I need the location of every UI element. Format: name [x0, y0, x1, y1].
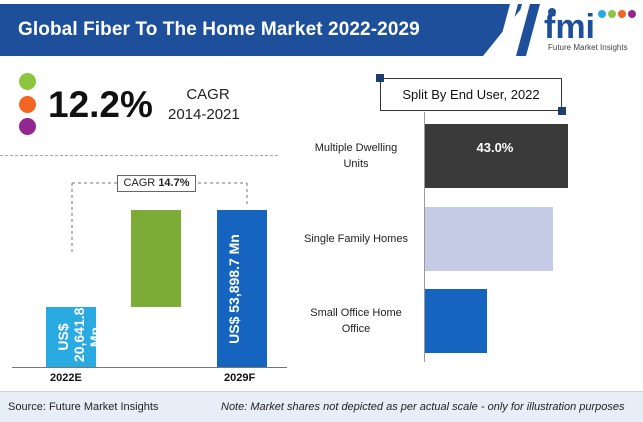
title-corner-decoration [558, 107, 566, 115]
bar-value-label: US$ 53,898.7 Mn [226, 233, 242, 344]
hbar-category-line: Single Family Homes [304, 233, 408, 245]
footer-note: Note: Market shares not depicted as per … [221, 401, 625, 413]
cagr-period: 2014-2021 [168, 106, 240, 123]
orange-dot-icon [19, 96, 36, 113]
hbar-category-line: Units [343, 158, 369, 170]
page-title: Global Fiber To The Home Market 2022-202… [18, 19, 420, 40]
header-stripes-decoration [496, 4, 540, 56]
cagr-value: 12.2% [48, 84, 153, 125]
header: Global Fiber To The Home Market 2022-202… [0, 0, 643, 58]
cagr-label: CAGR [186, 86, 230, 103]
hbar-1 [425, 124, 568, 188]
hbar-3 [425, 289, 487, 353]
hbar-category-label: Multiple Dwelling Units [296, 140, 416, 172]
title-corner-decoration [376, 74, 384, 82]
cagr-annotation: CAGR 14.7% [117, 175, 196, 192]
hbar-category-line: Small Office Home [310, 307, 402, 319]
logo-caption: Future Market Insights [548, 43, 628, 52]
cagr-annotation-value: 14.7% [158, 177, 190, 189]
growth-block [131, 210, 181, 307]
hbar-category-label: Small Office Home Office [296, 305, 416, 337]
hbar-category-line: Office [341, 323, 371, 335]
green-dot-icon [19, 73, 36, 90]
purple-dot-icon [19, 118, 36, 135]
bar-2022E [46, 306, 96, 367]
bar-2029F [217, 210, 267, 367]
section-divider [0, 155, 278, 156]
hbar-category-line: Multiple Dwelling [314, 142, 398, 154]
split-chart-title: Split By End User, 2022 [380, 78, 562, 111]
header-band [0, 4, 525, 56]
hbar-value-label: 43.0% [476, 140, 514, 155]
bar-value-label: US$ 20,641.8 Mn [54, 307, 103, 362]
footer: Source: Future Market Insights Note: Mar… [0, 391, 643, 422]
hbar-category-label: Single Family Homes [296, 231, 416, 247]
hbar-2 [425, 207, 554, 271]
x-tick-2022: 2022E [50, 372, 82, 384]
x-tick-2029: 2029F [224, 372, 256, 384]
x-axis-line [12, 367, 287, 368]
footer-source: Source: Future Market Insights [8, 401, 159, 413]
cagr-annotation-prefix: CAGR [123, 177, 156, 189]
y-axis-line [424, 112, 425, 362]
fmi-logo: fmi [544, 8, 636, 46]
